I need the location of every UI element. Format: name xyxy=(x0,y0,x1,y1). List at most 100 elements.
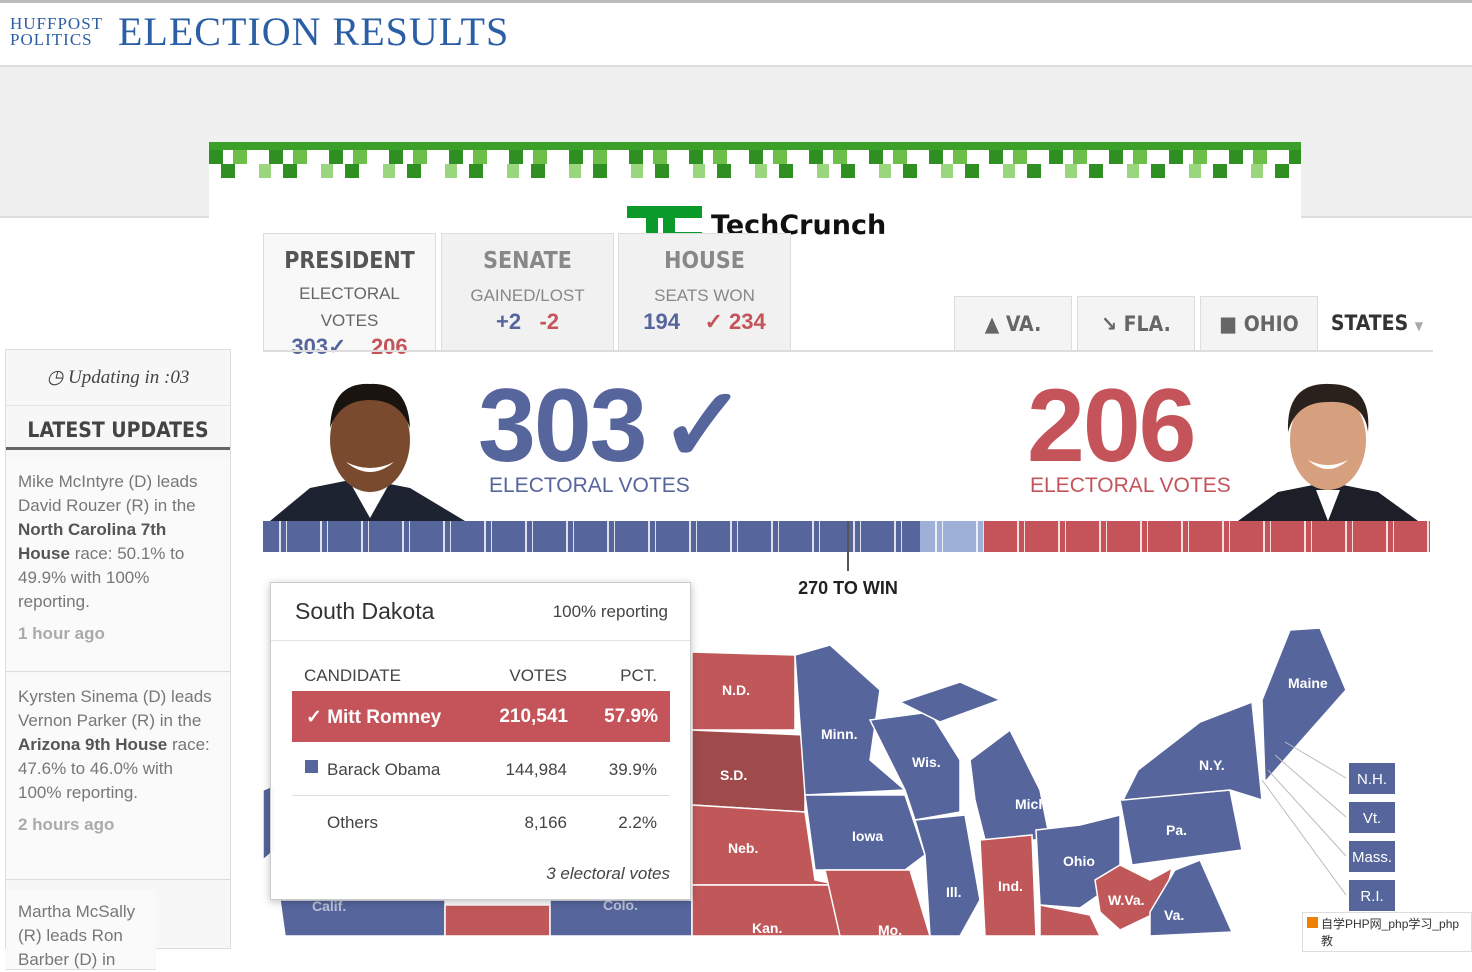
win-line xyxy=(847,521,849,571)
shape xyxy=(691,729,806,813)
dem-check: ✓ xyxy=(659,368,747,484)
col-header: PCT. xyxy=(620,666,657,685)
rep-label: ELECTORAL VOTES xyxy=(1030,474,1231,497)
state-label: Iowa xyxy=(852,828,884,844)
update-item[interactable]: Mike McIntyre (D) leads David Rouzer (R)… xyxy=(6,460,230,672)
shape xyxy=(330,388,410,492)
states-dropdown[interactable]: STATES ▼ xyxy=(1322,296,1432,351)
tab-subtitle: GAINED/LOST xyxy=(470,286,585,305)
dem-votes: 303 xyxy=(478,368,648,484)
small-state[interactable]: R.I. xyxy=(1348,879,1396,912)
state-label: Va. xyxy=(1164,907,1185,923)
tab-rep: -2 xyxy=(539,309,559,334)
state-label: Ill. xyxy=(946,884,962,900)
page-title: ELECTION RESULTS xyxy=(118,9,510,54)
small-state[interactable]: N.H. xyxy=(1348,762,1396,795)
state-tab-label: STATES xyxy=(1330,311,1409,335)
state-label: Maine xyxy=(1288,675,1328,691)
shape xyxy=(1284,741,1347,779)
shape xyxy=(794,644,907,796)
tab-title: PRESIDENT xyxy=(284,248,415,274)
update-text: race: 47.6% to 46.0% with 100% reporting… xyxy=(18,735,210,802)
state-tab[interactable]: ↘ FLA. xyxy=(1077,296,1195,351)
state-label: Colo. xyxy=(603,897,638,913)
popup-header xyxy=(271,583,690,641)
update-text: Kyrsten Sinema (D) leads Vernon Parker (… xyxy=(18,687,212,730)
shape xyxy=(346,462,394,472)
brand-bottom: POLITICS xyxy=(10,30,93,49)
state-label: Mich. xyxy=(1015,796,1051,812)
house-tab[interactable]: HOUSE SEATS WON 194 ✓ 234 xyxy=(618,233,791,351)
tab-subtitle: SEATS WON xyxy=(654,286,755,305)
tab-title: HOUSE xyxy=(664,248,745,274)
senate-tab[interactable]: SENATE GAINED/LOST +2 -2 xyxy=(441,233,614,351)
updates-heading: LATEST UPDATES xyxy=(6,406,230,450)
pct: 57.9% xyxy=(604,706,658,727)
obama-photo xyxy=(270,383,465,521)
update-item[interactable]: Martha McSally (R) leads Ron Barber (D) … xyxy=(6,890,156,970)
ad-band: TechCrunch xyxy=(0,65,1472,277)
small-state[interactable]: Vt. xyxy=(1348,801,1396,834)
tab-dem: 303✓ xyxy=(291,334,347,359)
shape xyxy=(1274,754,1347,818)
tab-dem: +2 xyxy=(496,309,522,334)
president-tab[interactable]: PRESIDENT ELECTORAL VOTES 303✓ 206 xyxy=(263,233,436,359)
state-label: N.Y. xyxy=(1199,757,1225,773)
winner-row: ✓ Mitt Romney 210,541 57.9% xyxy=(292,691,670,742)
votes: 144,984 xyxy=(505,760,567,779)
votes: 210,541 xyxy=(499,706,568,727)
candidate: Others xyxy=(327,813,379,832)
tab-dem: 194 xyxy=(643,309,680,334)
pct: 2.2% xyxy=(618,813,657,832)
shape xyxy=(1267,769,1347,857)
timer-text: Updating in :03 xyxy=(67,367,190,388)
win-label: 270 TO WIN xyxy=(798,578,898,598)
popup-reporting: 100% reporting xyxy=(552,602,668,621)
shape xyxy=(1149,859,1234,936)
shape: 303✓ 206 xyxy=(264,334,435,360)
dem-label: ELECTORAL VOTES xyxy=(489,474,690,497)
shape xyxy=(914,814,981,936)
shape xyxy=(444,904,551,936)
shape: 194 ✓ 234 xyxy=(619,309,790,335)
electoral-bar xyxy=(263,521,1430,552)
update-time: 1 hour ago xyxy=(18,624,105,643)
update-text: race: 50.1% to 49.9% with 100% reporting… xyxy=(18,544,185,611)
state-label: N.D. xyxy=(722,682,750,698)
tab-rep: ✓ 234 xyxy=(704,309,766,334)
tab-title: SENATE xyxy=(483,248,572,274)
row-rule xyxy=(292,795,670,796)
state-popup: South Dakota 100% reporting CANDIDATE VO… xyxy=(270,582,691,900)
small-state[interactable]: Mass. xyxy=(1348,840,1396,873)
pixel-pattern xyxy=(209,142,1301,179)
votes: 8,166 xyxy=(524,813,567,832)
shape xyxy=(691,804,841,886)
candidate: ✓ Mitt Romney xyxy=(306,707,442,728)
popup-footer: 3 electoral votes xyxy=(546,864,670,883)
update-item[interactable]: Kyrsten Sinema (D) leads Vernon Parker (… xyxy=(6,675,230,880)
shape xyxy=(1261,779,1347,896)
update-timer: ◷ Updating in :03 xyxy=(6,350,230,406)
shape xyxy=(1039,904,1101,936)
state-tab[interactable]: ■ OHIO xyxy=(1200,296,1318,351)
state-tab-label: OHIO xyxy=(1243,312,1299,336)
state-label: Ohio xyxy=(1063,853,1095,869)
sidebar: ◷ Updating in :03 LATEST UPDATES Mike Mc… xyxy=(5,349,231,970)
state-tab-label: VA. xyxy=(1005,312,1042,336)
shape xyxy=(969,728,1051,841)
callout-lines xyxy=(1261,741,1347,896)
shape xyxy=(330,383,410,428)
romney-photo xyxy=(1238,383,1418,521)
update-bold: Arizona 9th House xyxy=(18,735,168,754)
rep-votes: 206 xyxy=(1027,368,1197,484)
dem-swatch xyxy=(305,760,318,773)
shape xyxy=(1121,700,1263,802)
state-label: S.D. xyxy=(720,767,748,783)
watermark: 自学PHP网_php学习_php教 xyxy=(1302,912,1472,952)
shape xyxy=(279,899,446,936)
state-tab[interactable]: ▲ VA. xyxy=(954,296,1072,351)
top-line xyxy=(0,0,1472,3)
popup-state: South Dakota xyxy=(295,598,435,624)
col-header: CANDIDATE xyxy=(304,666,401,685)
